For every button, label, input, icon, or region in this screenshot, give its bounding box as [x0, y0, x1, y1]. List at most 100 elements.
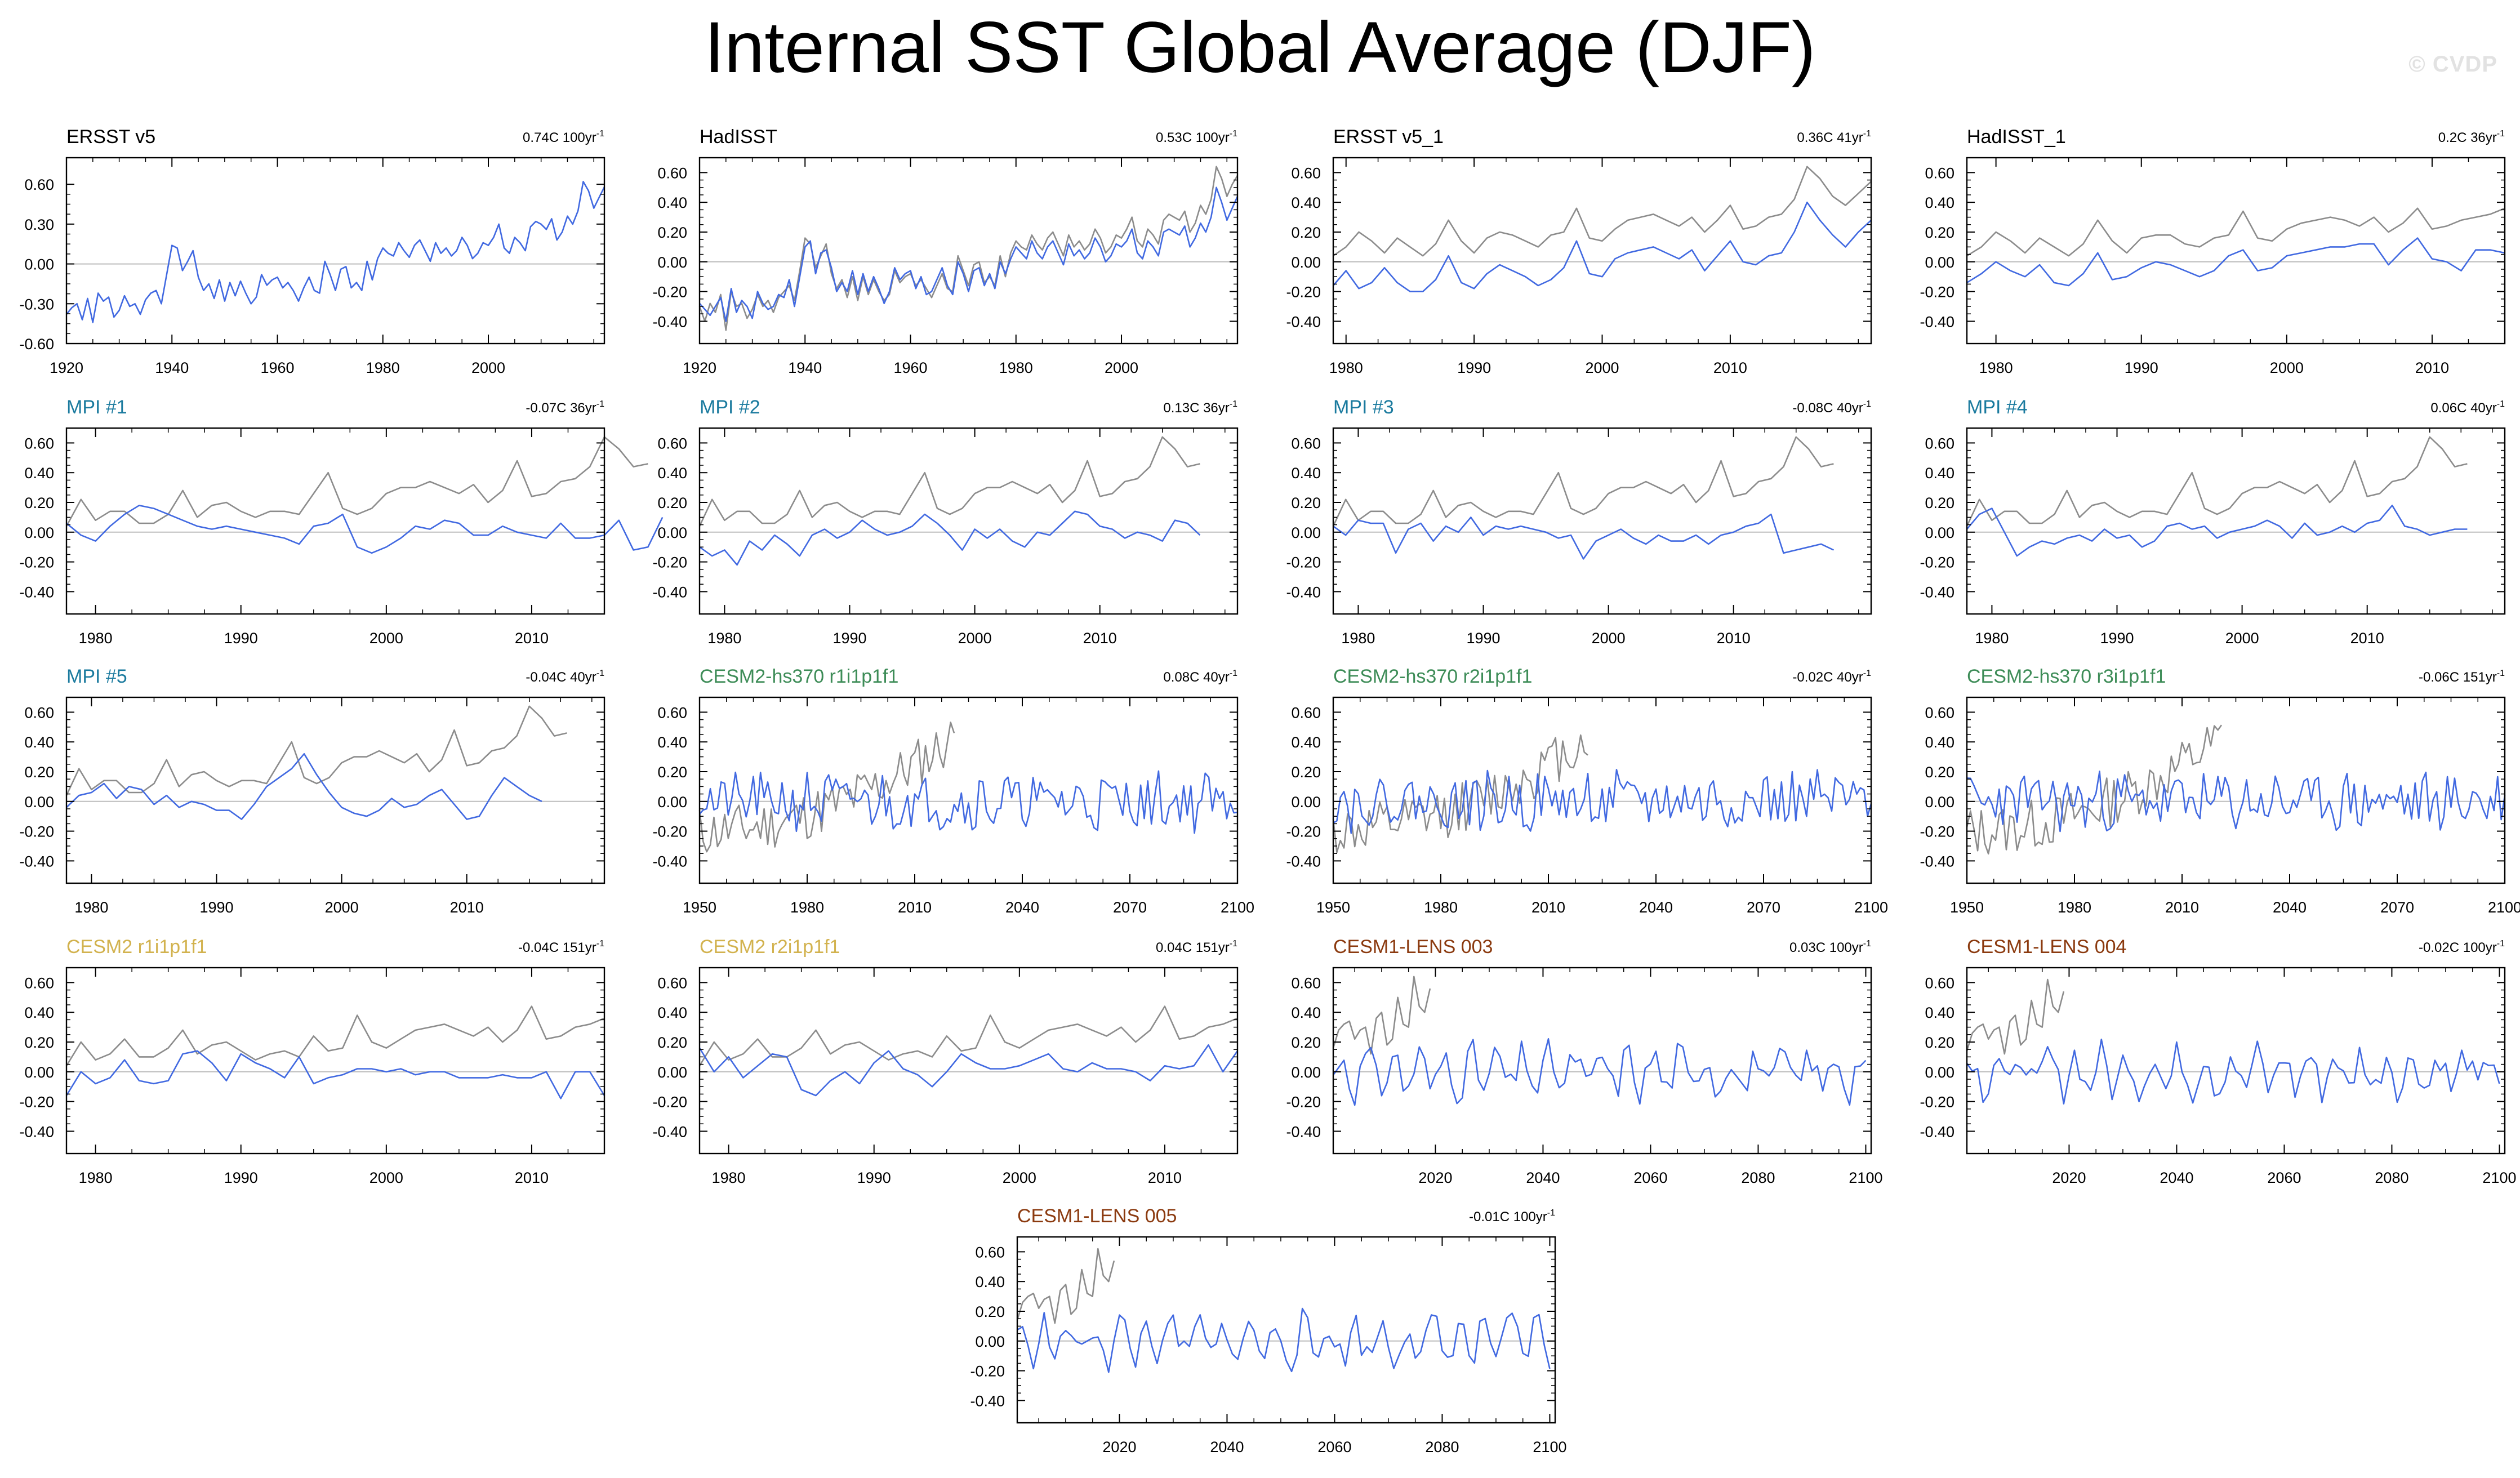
x-tick-label: 1980	[790, 899, 824, 916]
y-tick-label: 0.20	[24, 764, 54, 781]
observed-series-line	[698, 436, 1200, 527]
trend-label: -0.07C 36yr-1	[526, 399, 604, 416]
y-tick-label: -0.20	[652, 554, 687, 571]
trend-label: 0.2C 36yr-1	[2438, 129, 2505, 145]
internal-series-line	[699, 186, 1239, 322]
watermark: © CVDP	[2408, 52, 2497, 77]
y-tick-label: 0.60	[1925, 435, 1954, 452]
trend-label: 0.04C 151yr-1	[1156, 939, 1237, 955]
internal-series-line	[698, 1044, 1239, 1097]
x-tick-label: 2060	[1633, 1169, 1667, 1186]
y-tick-label: 0.40	[657, 465, 687, 482]
trend-exponent: -1	[596, 399, 604, 409]
x-tick-label: 2080	[2375, 1169, 2408, 1186]
x-tick-label: 2000	[369, 630, 403, 647]
x-tick-label: 2070	[1113, 899, 1147, 916]
panel-label: MPI #3	[1333, 397, 1394, 418]
x-tick-label: 2010	[898, 899, 932, 916]
y-tick-label: -0.20	[1920, 284, 1954, 301]
x-tick-label: 1980	[79, 1169, 113, 1186]
internal-series-line	[1966, 771, 2506, 833]
trend-label: 0.03C 100yr-1	[1789, 939, 1871, 955]
y-tick-label: -0.20	[1286, 554, 1321, 571]
y-tick-label: -0.20	[970, 1363, 1005, 1380]
x-tick-label: 1980	[1975, 630, 2009, 647]
y-tick-label: -0.20	[1920, 554, 1954, 571]
y-tick-label: 0.20	[1925, 224, 1954, 241]
y-tick-label: -0.40	[1286, 584, 1321, 600]
observed-series-line	[65, 1005, 605, 1066]
y-tick-label: 0.00	[657, 254, 687, 271]
plot-frame	[1332, 967, 1872, 1155]
plot-frame	[1966, 157, 2506, 345]
plot-frame	[1332, 157, 1872, 345]
y-tick-label: -0.40	[970, 1392, 1005, 1409]
chart-panel: MPI #1 -0.07C 36yr-1 -0.40 -0.20 0.00 0.20 0.4…	[19, 397, 664, 647]
y-tick-label: -0.40	[1920, 853, 1954, 870]
x-tick-label: 2000	[1592, 630, 1626, 647]
x-tick-label: 1980	[1424, 899, 1458, 916]
x-tick-label: 2010	[1717, 630, 1751, 647]
y-tick-label: 0.40	[1291, 1004, 1321, 1021]
y-tick-label: 0.60	[1925, 974, 1954, 991]
y-tick-label: 0.40	[1925, 1004, 1954, 1021]
x-tick-label: 1980	[79, 630, 113, 647]
y-tick-label: 0.00	[975, 1333, 1005, 1350]
plot-frame	[65, 696, 605, 884]
panel-label: CESM1-LENS 004	[1967, 936, 2126, 958]
y-tick-label: 0.00	[1925, 524, 1954, 541]
y-tick-label: -0.40	[1920, 584, 1954, 600]
x-tick-label: 2100	[2482, 1169, 2516, 1186]
chart-panel: HadISST 0.53C 100yr-1 -0.40 -0.20 0.00 0.20 0.…	[652, 126, 1239, 376]
trend-exponent: -1	[1230, 129, 1237, 139]
panel-label: CESM2-hs370 r1i1p1f1	[700, 666, 898, 687]
x-tick-label: 2000	[369, 1169, 403, 1186]
chart-panel: ERSST v5 0.74C 100yr-1 -0.60 -0.30 0.00 0.30 0…	[19, 126, 605, 376]
x-tick-label: 1980	[74, 899, 108, 916]
internal-series-line	[1333, 769, 1872, 834]
observed-series-line	[698, 1005, 1238, 1066]
y-tick-label: -0.20	[19, 554, 54, 571]
y-tick-label: 0.00	[1925, 254, 1954, 271]
chart-panel: HadISST_1 0.2C 36yr-1 -0.40 -0.20 0.00 0.20 0.…	[1920, 126, 2506, 376]
x-tick-label: 1950	[1950, 899, 1984, 916]
chart-panel: MPI #2 0.13C 36yr-1 -0.40 -0.20 0.00 0.20 0.40…	[652, 397, 1239, 647]
x-tick-label: 2040	[1005, 899, 1039, 916]
y-tick-label: -0.20	[1286, 823, 1321, 840]
y-tick-label: 0.60	[1925, 704, 1954, 721]
y-tick-label: 0.00	[1291, 254, 1321, 271]
trend-label: -0.06C 151yr-1	[2419, 669, 2505, 685]
x-tick-label: 1960	[893, 359, 927, 376]
internal-series-line	[1332, 1038, 1867, 1106]
x-tick-label: 2010	[2350, 630, 2384, 647]
y-tick-label: 0.60	[657, 974, 687, 991]
x-tick-label: 2000	[2225, 630, 2259, 647]
y-tick-label: -0.40	[1920, 1123, 1954, 1140]
chart-panel: MPI #3 -0.08C 40yr-1 -0.40 -0.20 0.00 0.20 0.4…	[1286, 397, 1872, 647]
x-tick-label: 1990	[2100, 630, 2134, 647]
plot-frame	[698, 427, 1239, 615]
y-tick-label: 0.60	[1291, 435, 1321, 452]
y-tick-label: 0.00	[1925, 1064, 1954, 1081]
y-tick-label: 0.40	[657, 1004, 687, 1021]
y-tick-label: 0.00	[1291, 794, 1321, 811]
internal-series-line	[699, 510, 1201, 566]
trend-exponent: -1	[1547, 1208, 1555, 1218]
x-tick-label: 2020	[1418, 1169, 1452, 1186]
y-tick-label: 0.00	[1925, 794, 1954, 811]
x-tick-label: 2010	[515, 630, 549, 647]
y-tick-label: 0.00	[657, 1064, 687, 1081]
y-tick-label: 0.60	[657, 435, 687, 452]
trend-label: 0.08C 40yr-1	[1163, 669, 1237, 685]
y-tick-label: 0.20	[1925, 1034, 1954, 1051]
y-tick-label: 0.40	[657, 194, 687, 211]
y-tick-label: -0.40	[1286, 313, 1321, 330]
y-tick-label: 0.30	[24, 216, 54, 233]
panel-label: HadISST	[700, 126, 777, 148]
y-tick-label: 0.20	[24, 1034, 54, 1051]
observed-series-line	[1016, 1248, 1115, 1324]
y-tick-label: -0.20	[652, 1094, 687, 1111]
panel-label: MPI #2	[700, 397, 760, 418]
y-tick-label: 0.00	[1291, 1064, 1321, 1081]
trend-label: 0.06C 40yr-1	[2430, 399, 2505, 416]
